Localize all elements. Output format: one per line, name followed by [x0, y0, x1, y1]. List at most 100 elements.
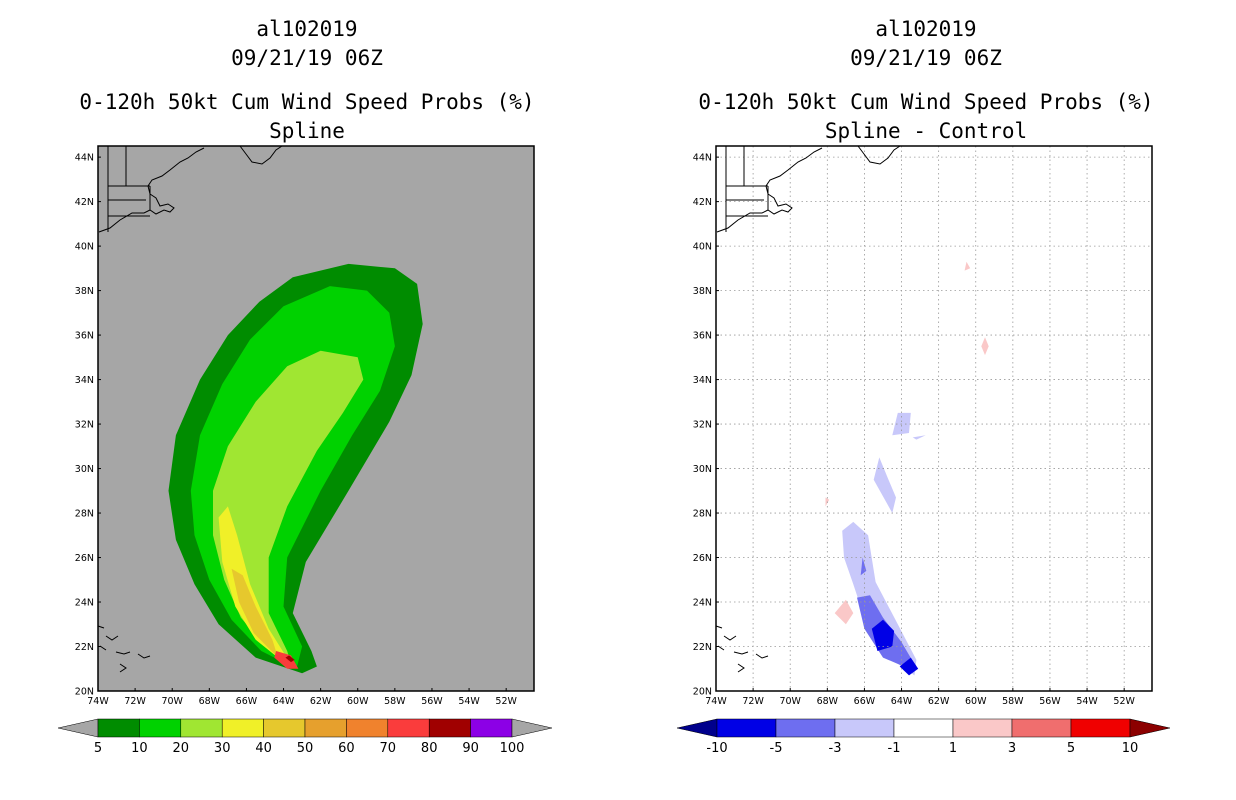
diff-contour-neg10-6: [871, 619, 895, 651]
lat-label: 44N: [693, 153, 712, 164]
lon-label: 64W: [891, 696, 913, 707]
colorbar-label: -5: [770, 741, 783, 756]
prob-contour-80: [285, 655, 295, 663]
lat-label: 20N: [693, 687, 712, 698]
lat-label: 26N: [75, 553, 94, 564]
right-map-frame: [715, 145, 1153, 692]
left-product-title: 0-120h 50kt Cum Wind Speed Probs (%): [79, 90, 535, 114]
lon-label: 58W: [384, 696, 406, 707]
left-prob-contours: [168, 263, 423, 674]
prob-contour-30: [218, 506, 286, 663]
right-map-background: [716, 146, 1152, 691]
lat-label: 34N: [75, 375, 94, 386]
lat-label: 42N: [693, 197, 712, 208]
prob-contour-40: [231, 568, 278, 658]
colorbar-label: 5: [94, 741, 102, 756]
right-axis-labels: 44N42N40N38N36N34N32N30N28N26N24N22N20N7…: [693, 153, 1136, 707]
colorbar-label: 20: [173, 741, 190, 756]
lat-label: 40N: [75, 242, 94, 253]
lon-label: 64W: [273, 696, 295, 707]
colorbar-swatch: [775, 718, 836, 738]
colorbar-swatch: [716, 718, 777, 738]
left-storm-id: al102019: [256, 17, 358, 41]
diff-contour-neg3-3: [912, 435, 926, 440]
left-coast-us-2: [239, 145, 283, 165]
lon-label: 74W: [87, 696, 109, 707]
right-colorbar: -10 -5 -3 -1 1 3 5 10: [676, 718, 1171, 756]
colorbar-swatch: [1011, 718, 1072, 738]
lat-label: 32N: [75, 420, 94, 431]
colorbar-swatch: [893, 718, 954, 738]
left-datetime: 09/21/19 06Z: [231, 46, 383, 70]
lat-label: 20N: [75, 687, 94, 698]
lon-label: 60W: [965, 696, 987, 707]
right-coast-us: [716, 147, 823, 233]
lat-label: 28N: [693, 509, 712, 520]
colorbar-swatch: [346, 718, 389, 738]
lon-label: 68W: [817, 696, 839, 707]
colorbar-swatch: [97, 718, 140, 738]
lat-label: 22N: [693, 642, 712, 653]
lon-label: 54W: [1076, 696, 1098, 707]
lat-label: 28N: [75, 509, 94, 520]
colorbar-over-triangle: [511, 718, 553, 738]
left-subtitle: Spline: [269, 119, 345, 143]
lon-label: 62W: [928, 696, 950, 707]
lat-label: 30N: [75, 464, 94, 475]
lat-label: 44N: [75, 153, 94, 164]
right-coast-us-2: [857, 145, 901, 165]
lon-label: 72W: [124, 696, 146, 707]
colorbar-swatch: [139, 718, 182, 738]
right-state-lines: [725, 146, 769, 232]
left-map-frame: [97, 145, 535, 692]
colorbar-label: 80: [421, 741, 438, 756]
right-datetime: 09/21/19 06Z: [850, 46, 1002, 70]
diff-contour-1-8: [834, 599, 854, 625]
colorbar-under-triangle: [676, 718, 718, 738]
diff-contour-neg5-5: [860, 557, 867, 576]
colorbar-swatch: [834, 718, 895, 738]
left-map: 44N42N40N38N36N34N32N30N28N26N24N22N20N7…: [75, 145, 535, 707]
right-storm-id: al102019: [875, 17, 977, 41]
colorbar-label: -10: [706, 741, 727, 756]
colorbar-swatch: [387, 718, 430, 738]
left-colorbar: 5 10 20 30 40 50 60 70 80 90 100: [57, 718, 553, 756]
colorbar-label: 60: [338, 741, 355, 756]
colorbar-label: 70: [380, 741, 397, 756]
colorbar-label: -1: [888, 741, 901, 756]
diff-contour-neg10-7: [899, 657, 919, 676]
lon-label: 54W: [458, 696, 480, 707]
colorbar-swatch: [952, 718, 1013, 738]
lon-label: 74W: [705, 696, 727, 707]
colorbar-label: -3: [829, 741, 842, 756]
prob-contour-70: [274, 651, 299, 669]
right-caribbean-islands: [715, 625, 769, 673]
lat-label: 22N: [75, 642, 94, 653]
right-coastline: [715, 145, 901, 673]
lat-label: 36N: [75, 331, 94, 342]
colorbar-label: 10: [1122, 741, 1139, 756]
colorbar-label: 5: [1067, 741, 1075, 756]
right-product-title: 0-120h 50kt Cum Wind Speed Probs (%): [698, 90, 1154, 114]
lat-label: 40N: [693, 242, 712, 253]
right-map: 44N42N40N38N36N34N32N30N28N26N24N22N20N7…: [693, 145, 1153, 707]
colorbar-swatch: [428, 718, 471, 738]
lon-label: 58W: [1002, 696, 1024, 707]
colorbar-label: 90: [462, 741, 479, 756]
diff-contour-1-9: [964, 261, 971, 271]
colorbar-label: 100: [500, 741, 525, 756]
colorbar-label: 3: [1008, 741, 1016, 756]
lat-label: 34N: [693, 375, 712, 386]
lon-label: 70W: [779, 696, 801, 707]
colorbar-swatch: [304, 718, 347, 738]
lon-label: 72W: [742, 696, 764, 707]
lon-label: 68W: [199, 696, 221, 707]
colorbar-label: 40: [255, 741, 272, 756]
lat-label: 30N: [693, 464, 712, 475]
colorbar-swatch: [180, 718, 223, 738]
lat-label: 38N: [693, 286, 712, 297]
colorbar-label: 30: [214, 741, 231, 756]
diff-contour-1-10: [981, 337, 989, 356]
colorbar-label: 10: [131, 741, 148, 756]
lon-label: 52W: [1113, 696, 1135, 707]
